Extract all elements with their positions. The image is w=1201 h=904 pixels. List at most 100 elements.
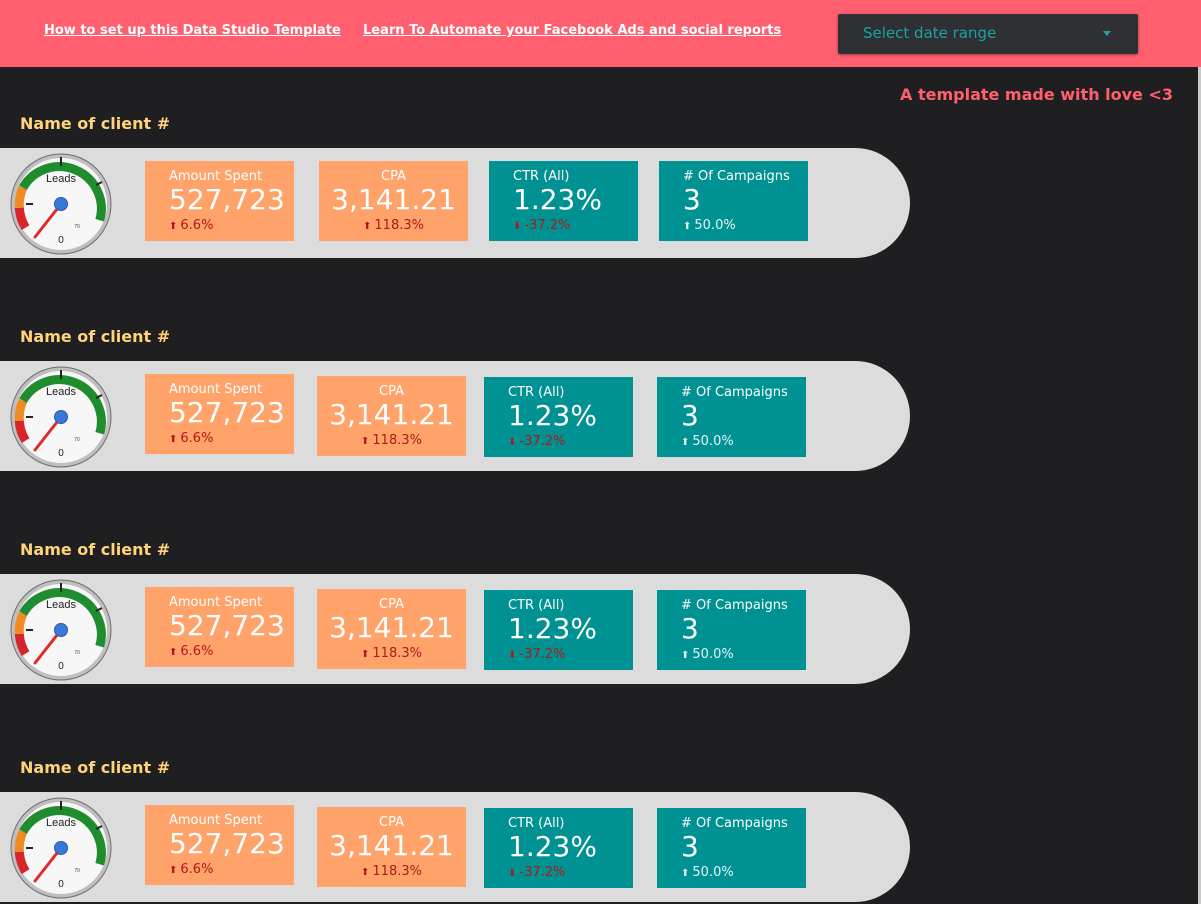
automate-reports-link[interactable]: Learn To Automate your Facebook Ads and …: [363, 23, 782, 38]
amount-spent-label: Amount Spent: [169, 595, 263, 610]
amount-spent-card: Amount Spent 527,723 ⬆ 6.6%: [145, 805, 294, 885]
arrow-down-icon: ⬇: [508, 437, 517, 448]
campaigns-delta: ⬆ 50.0%: [681, 647, 734, 662]
campaigns-label: # Of Campaigns: [683, 169, 790, 184]
gauge-label: Leads: [46, 173, 76, 185]
client-name: Name of client #: [20, 758, 171, 777]
ctr-value: 1.23%: [508, 399, 597, 432]
ctr-value: 1.23%: [508, 830, 597, 863]
cpa-card: CPA 3,141.21 ⬆ 118.3%: [317, 589, 466, 669]
campaigns-value: 3: [683, 183, 701, 216]
amount-spent-value: 527,723: [169, 183, 285, 216]
chevron-down-icon: [1103, 31, 1111, 36]
campaigns-label: # Of Campaigns: [681, 816, 788, 831]
amount-spent-card: Amount Spent 527,723 ⬆ 6.6%: [145, 161, 294, 241]
campaigns-value: 3: [681, 612, 699, 645]
arrow-up-icon: ⬆: [169, 865, 178, 876]
amount-spent-delta: ⬆ 6.6%: [169, 862, 214, 877]
amount-spent-card: Amount Spent 527,723 ⬆ 6.6%: [145, 587, 294, 667]
cpa-card: CPA 3,141.21 ⬆ 118.3%: [317, 376, 466, 456]
gauge-needle: [33, 202, 63, 239]
cpa-label: CPA: [381, 169, 406, 184]
gauge-hub: [54, 410, 68, 424]
cpa-label: CPA: [379, 597, 404, 612]
ctr-label: CTR (All): [513, 169, 570, 184]
gauge-min-label: 0: [58, 879, 64, 890]
arrow-up-icon: ⬆: [169, 221, 178, 232]
ctr-card: CTR (All) 1.23% ⬇ -37.2%: [484, 590, 633, 670]
campaigns-card: # Of Campaigns 3 ⬆ 50.0%: [659, 161, 808, 241]
gauge-needle: [33, 415, 63, 452]
arrow-down-icon: ⬇: [513, 221, 522, 232]
cpa-delta: ⬆ 118.3%: [361, 433, 422, 448]
cpa-delta: ⬆ 118.3%: [361, 864, 422, 879]
leads-gauge: Leads 0 70: [10, 579, 112, 681]
arrow-up-icon: ⬆: [681, 650, 690, 661]
gauge-max-label: 70: [74, 224, 80, 230]
client-row: Leads 0 70 Amount Spent 527,723 ⬆ 6.6% CP…: [0, 361, 910, 471]
gauge-label: Leads: [46, 386, 76, 398]
arrow-up-icon: ⬆: [169, 647, 178, 658]
cpa-delta: ⬆ 118.3%: [361, 646, 422, 661]
ctr-value: 1.23%: [513, 183, 602, 216]
campaigns-delta: ⬆ 50.0%: [681, 434, 734, 449]
amount-spent-value: 527,723: [169, 827, 285, 860]
ctr-label: CTR (All): [508, 385, 565, 400]
cpa-value: 3,141.21: [329, 829, 454, 862]
arrow-up-icon: ⬆: [169, 434, 178, 445]
amount-spent-card: Amount Spent 527,723 ⬆ 6.6%: [145, 374, 294, 454]
cpa-value: 3,141.21: [329, 398, 454, 431]
campaigns-delta: ⬆ 50.0%: [683, 218, 736, 233]
gauge-label: Leads: [46, 817, 76, 829]
campaigns-label: # Of Campaigns: [681, 385, 788, 400]
gauge-label: Leads: [46, 599, 76, 611]
campaigns-card: # Of Campaigns 3 ⬆ 50.0%: [657, 808, 806, 888]
campaigns-value: 3: [681, 399, 699, 432]
tagline: A template made with love <3: [900, 85, 1174, 104]
ctr-card: CTR (All) 1.23% ⬇ -37.2%: [489, 161, 638, 241]
date-range-select[interactable]: Select date range: [838, 14, 1138, 54]
cpa-value: 3,141.21: [329, 611, 454, 644]
ctr-delta: ⬇ -37.2%: [508, 647, 566, 662]
scrollbar-track[interactable]: [1198, 67, 1201, 904]
leads-gauge: Leads 0 70: [10, 797, 112, 899]
amount-spent-delta: ⬆ 6.6%: [169, 644, 214, 659]
ctr-label: CTR (All): [508, 816, 565, 831]
campaigns-card: # Of Campaigns 3 ⬆ 50.0%: [657, 590, 806, 670]
gauge-hub: [54, 841, 68, 855]
setup-template-link[interactable]: How to set up this Data Studio Template: [44, 23, 341, 38]
gauge-max-label: 70: [74, 437, 80, 443]
arrow-up-icon: ⬆: [363, 221, 372, 232]
amount-spent-delta: ⬆ 6.6%: [169, 431, 214, 446]
cpa-card: CPA 3,141.21 ⬆ 118.3%: [319, 161, 468, 241]
cpa-label: CPA: [379, 815, 404, 830]
amount-spent-value: 527,723: [169, 609, 285, 642]
gauge-max-label: 70: [74, 650, 80, 656]
ctr-delta: ⬇ -37.2%: [508, 865, 566, 880]
date-range-placeholder: Select date range: [863, 24, 997, 42]
client-row: Leads 0 70 Amount Spent 527,723 ⬆ 6.6% CP…: [0, 792, 910, 902]
arrow-up-icon: ⬆: [361, 649, 370, 660]
client-name: Name of client #: [20, 327, 171, 346]
arrow-up-icon: ⬆: [683, 221, 692, 232]
leads-gauge: Leads 0 70: [10, 366, 112, 468]
client-name: Name of client #: [20, 540, 171, 559]
campaigns-label: # Of Campaigns: [681, 598, 788, 613]
arrow-up-icon: ⬆: [681, 437, 690, 448]
arrow-down-icon: ⬇: [508, 650, 517, 661]
gauge-min-label: 0: [58, 448, 64, 459]
campaigns-value: 3: [681, 830, 699, 863]
gauge-hub: [54, 623, 68, 637]
client-row: Leads 0 70 Amount Spent 527,723 ⬆ 6.6% CP…: [0, 148, 910, 258]
leads-gauge: Leads 0 70: [10, 153, 112, 255]
cpa-label: CPA: [379, 384, 404, 399]
campaigns-delta: ⬆ 50.0%: [681, 865, 734, 880]
ctr-label: CTR (All): [508, 598, 565, 613]
gauge-max-label: 70: [74, 868, 80, 874]
arrow-up-icon: ⬆: [361, 436, 370, 447]
arrow-down-icon: ⬇: [508, 868, 517, 879]
cpa-value: 3,141.21: [331, 183, 456, 216]
ctr-value: 1.23%: [508, 612, 597, 645]
amount-spent-delta: ⬆ 6.6%: [169, 218, 214, 233]
amount-spent-label: Amount Spent: [169, 382, 263, 397]
